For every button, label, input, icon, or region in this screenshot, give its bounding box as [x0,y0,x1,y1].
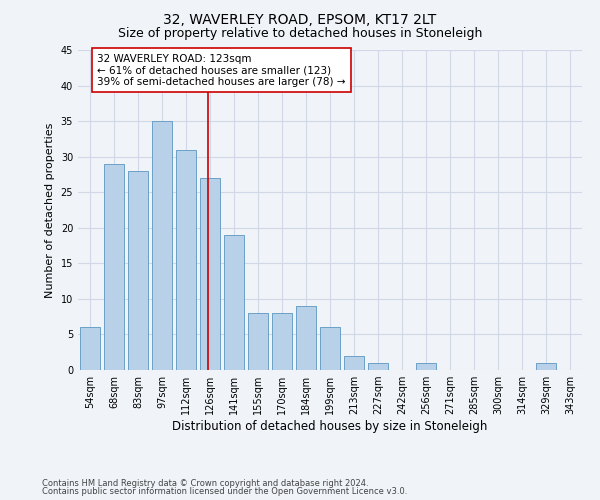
Bar [152,121,172,370]
Bar [296,306,316,370]
Bar [536,363,556,370]
Bar [368,363,388,370]
Bar [320,328,340,370]
Bar [344,356,364,370]
Bar [224,235,244,370]
Text: Contains HM Land Registry data © Crown copyright and database right 2024.: Contains HM Land Registry data © Crown c… [42,478,368,488]
Y-axis label: Number of detached properties: Number of detached properties [45,122,55,298]
Text: Size of property relative to detached houses in Stoneleigh: Size of property relative to detached ho… [118,28,482,40]
Bar [248,313,268,370]
Bar [80,328,100,370]
Text: Contains public sector information licensed under the Open Government Licence v3: Contains public sector information licen… [42,487,407,496]
X-axis label: Distribution of detached houses by size in Stoneleigh: Distribution of detached houses by size … [172,420,488,433]
Bar [272,313,292,370]
Bar [200,178,220,370]
Bar [128,171,148,370]
Text: 32 WAVERLEY ROAD: 123sqm
← 61% of detached houses are smaller (123)
39% of semi-: 32 WAVERLEY ROAD: 123sqm ← 61% of detach… [97,54,346,87]
Bar [104,164,124,370]
Bar [416,363,436,370]
Text: 32, WAVERLEY ROAD, EPSOM, KT17 2LT: 32, WAVERLEY ROAD, EPSOM, KT17 2LT [163,12,437,26]
Bar [176,150,196,370]
